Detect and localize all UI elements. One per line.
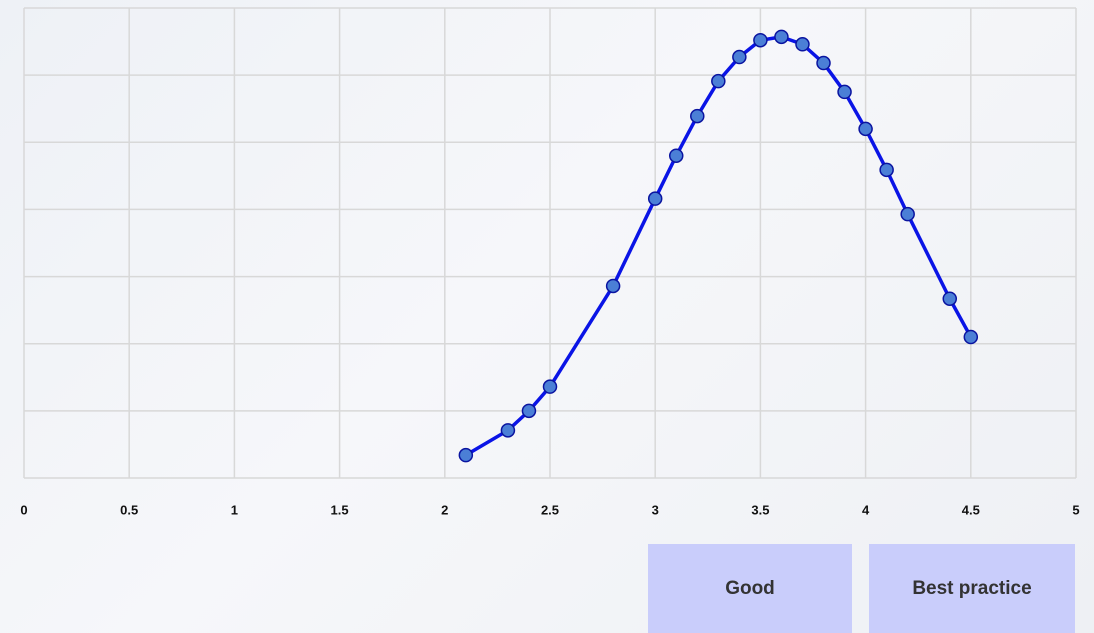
point [880,163,893,176]
x-tick-label: 3.5 [751,502,769,517]
band-label: Good [648,544,852,633]
chart: 0 0.5 1 1.5 2 2.5 3 3.5 4 4.5 5 [0,0,1094,633]
band-label: Best practice [869,544,1075,633]
point [459,449,472,462]
x-tick-label: 5 [1072,502,1079,517]
point [522,404,535,417]
x-tick-label: 1 [231,502,238,517]
page: 0 0.5 1 1.5 2 2.5 3 3.5 4 4.5 5 Good Best practice [0,0,1094,633]
point [964,331,977,344]
x-tick-label: 0 [20,502,27,517]
x-tick-label: 1.5 [331,502,349,517]
point [607,279,620,292]
point [670,149,683,162]
point [733,51,746,64]
x-tick-label: 0.5 [120,502,138,517]
point [712,75,725,88]
point [796,38,809,51]
point [544,380,557,393]
line [466,37,971,455]
point [691,110,704,123]
point [859,122,872,135]
point [817,57,830,70]
x-tick-label: 2.5 [541,502,559,517]
point [901,208,914,221]
point [775,30,788,43]
x-tick-label: 3 [652,502,659,517]
point [501,424,514,437]
x-tick-label: 2 [441,502,448,517]
point [838,85,851,98]
x-tick-label: 4.5 [962,502,980,517]
x-tick-label: 4 [862,502,870,517]
point [754,34,767,47]
point [943,292,956,305]
point [649,192,662,205]
